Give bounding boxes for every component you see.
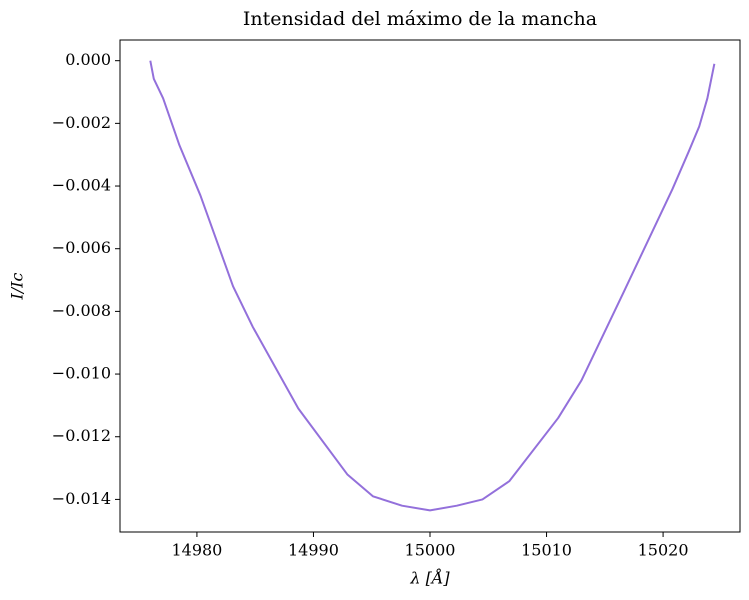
y-tick-label: −0.014 <box>52 489 111 508</box>
plot-frame <box>119 39 741 533</box>
y-tick-label: −0.012 <box>52 426 111 445</box>
y-axis-label: I/Ic <box>8 272 27 300</box>
y-tick-label: −0.010 <box>52 364 111 383</box>
y-tick-label: 0.000 <box>65 50 111 69</box>
x-tick-label: 14980 <box>171 541 222 560</box>
y-tick-label: −0.008 <box>52 301 111 320</box>
x-tick-label: 14990 <box>288 541 339 560</box>
y-tick-label: −0.002 <box>52 113 111 132</box>
x-tick-label: 15010 <box>521 541 572 560</box>
x-axis-label: λ [Å] <box>409 568 450 588</box>
y-tick-label: −0.006 <box>52 238 111 257</box>
x-tick-label: 15020 <box>638 541 689 560</box>
x-tick-label: 15000 <box>405 541 456 560</box>
chart-title: Intensidad del máximo de la mancha <box>243 8 597 30</box>
data-line <box>149 60 716 512</box>
y-tick-label: −0.004 <box>52 176 111 195</box>
